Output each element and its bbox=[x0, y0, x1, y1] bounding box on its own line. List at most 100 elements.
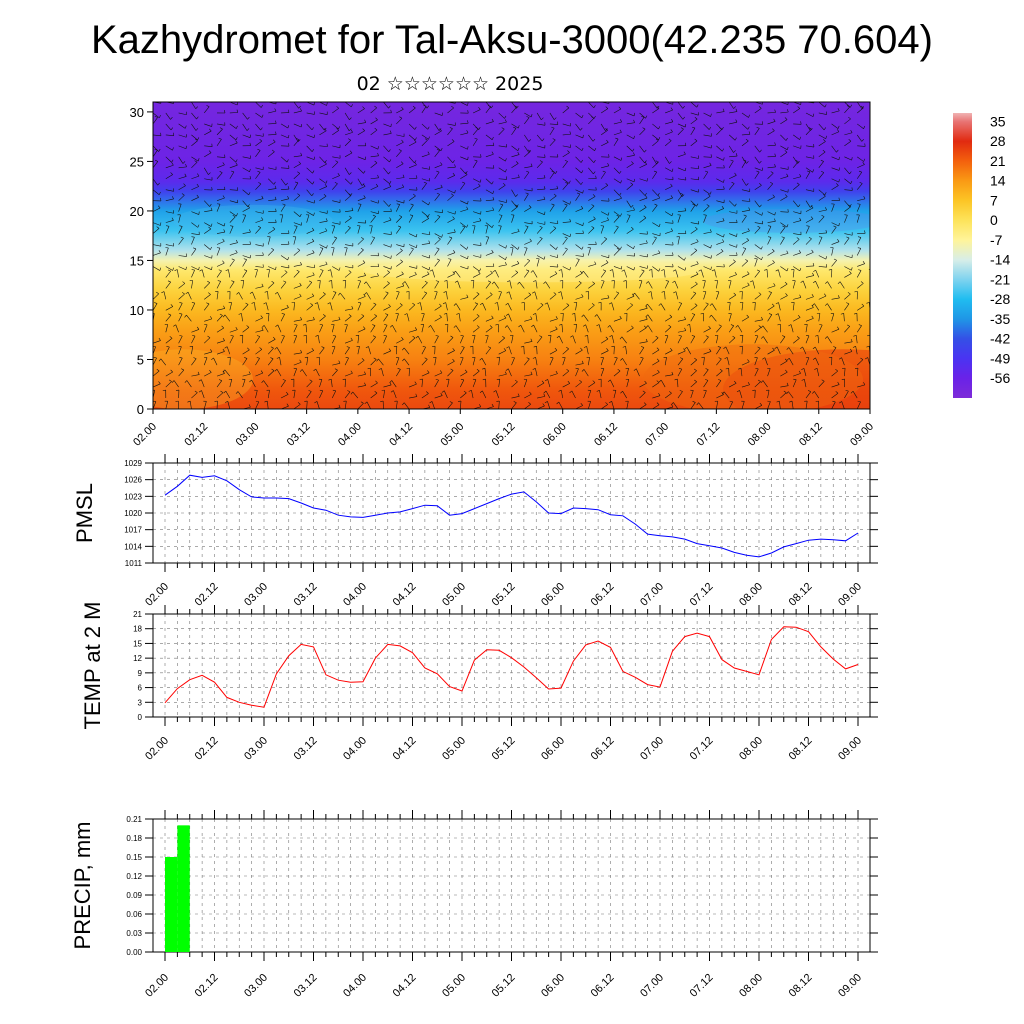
wind-barb-flag bbox=[696, 402, 699, 406]
wind-barb bbox=[344, 112, 350, 120]
wind-barb bbox=[153, 161, 159, 168]
wind-barb bbox=[665, 230, 673, 234]
wind-barb-flag bbox=[438, 128, 442, 131]
wind-barb bbox=[729, 155, 738, 158]
wind-barb-flag bbox=[516, 204, 519, 208]
wind-barb-flag bbox=[364, 401, 368, 405]
wind-barb bbox=[229, 156, 237, 163]
wind-barb-flag bbox=[466, 224, 469, 228]
wind-barb-flag bbox=[646, 98, 647, 101]
wind-barb bbox=[703, 280, 706, 289]
wind-barb-flag bbox=[580, 181, 583, 185]
wind-barb-flag bbox=[553, 95, 555, 97]
wind-barb-flag bbox=[734, 203, 737, 207]
wind-barb-flag bbox=[210, 223, 213, 227]
wind-barb-flag bbox=[722, 148, 725, 152]
wind-barb-flag bbox=[351, 104, 353, 108]
x-tick-label: 04.12 bbox=[391, 972, 419, 1000]
x-tick-label: 02.12 bbox=[193, 735, 221, 763]
wind-barb bbox=[165, 314, 172, 322]
wind-barb bbox=[741, 302, 744, 311]
wind-barb-flag bbox=[506, 346, 510, 349]
wind-barb bbox=[315, 368, 320, 377]
wind-barb bbox=[652, 108, 660, 114]
wind-barb-flag bbox=[222, 370, 225, 374]
wind-barb bbox=[728, 102, 734, 109]
wind-barb-flag bbox=[479, 268, 481, 272]
wind-barb-flag bbox=[555, 316, 558, 320]
wind-barb-flag bbox=[465, 171, 468, 174]
wind-barb bbox=[639, 308, 648, 311]
wind-barb bbox=[626, 145, 633, 152]
wind-barb bbox=[575, 193, 581, 201]
wind-barb bbox=[600, 270, 607, 278]
wind-barb bbox=[178, 145, 187, 150]
wind-barb-flag bbox=[518, 125, 520, 129]
wind-barb bbox=[677, 335, 682, 344]
wind-barb bbox=[203, 200, 210, 207]
wind-barb bbox=[754, 368, 759, 377]
wind-barb bbox=[690, 273, 699, 278]
wind-barb bbox=[280, 204, 286, 212]
wind-barb bbox=[344, 102, 352, 108]
wind-barb bbox=[344, 132, 353, 136]
wind-barb-flag bbox=[694, 248, 698, 251]
wind-barb bbox=[767, 368, 771, 377]
wind-barb-flag bbox=[338, 360, 341, 364]
wind-barb bbox=[793, 233, 802, 236]
wind-barb-flag bbox=[837, 125, 840, 129]
wind-barb-flag bbox=[297, 402, 301, 405]
wind-barb bbox=[481, 358, 487, 366]
wind-barb-flag bbox=[711, 269, 715, 272]
wind-barb-flag bbox=[350, 370, 353, 374]
wind-barb-flag bbox=[517, 393, 520, 397]
wind-barb bbox=[793, 373, 801, 377]
wind-barb-flag bbox=[531, 324, 534, 328]
wind-barb bbox=[165, 401, 169, 409]
wind-barb bbox=[370, 225, 373, 234]
wind-barb-flag bbox=[734, 137, 737, 141]
wind-barb-flag bbox=[800, 121, 802, 125]
wind-barb bbox=[588, 283, 595, 289]
wind-barb-flag bbox=[191, 302, 195, 304]
wind-barb bbox=[434, 291, 438, 300]
wind-barb bbox=[447, 402, 453, 409]
x-tick-label: 04.12 bbox=[387, 421, 415, 449]
wind-barb bbox=[279, 357, 282, 366]
wind-barb bbox=[434, 336, 439, 344]
wind-barb bbox=[485, 209, 494, 212]
wind-barb-flag bbox=[452, 172, 455, 176]
wind-barb-flag bbox=[501, 127, 505, 130]
wind-barb bbox=[844, 341, 853, 344]
wind-barb bbox=[268, 347, 274, 355]
wind-barb-flag bbox=[528, 205, 532, 208]
wind-barb-flag bbox=[570, 335, 574, 338]
wind-barb bbox=[395, 346, 398, 355]
colorbar-label: -7 bbox=[990, 232, 1003, 248]
wind-barb bbox=[421, 266, 430, 271]
wind-barb bbox=[178, 176, 187, 180]
wind-barb bbox=[421, 178, 430, 182]
wind-barb-flag bbox=[184, 97, 186, 99]
wind-barb bbox=[165, 226, 170, 234]
wind-barb bbox=[498, 128, 505, 136]
wind-barb bbox=[460, 209, 469, 212]
wind-barb bbox=[370, 177, 379, 180]
wind-barb bbox=[690, 283, 698, 289]
wind-barb bbox=[537, 222, 545, 225]
wind-barb bbox=[537, 396, 545, 399]
wind-barb-flag bbox=[399, 116, 403, 119]
wind-barb-flag bbox=[258, 225, 261, 228]
wind-barb bbox=[818, 172, 825, 179]
wind-barb-flag bbox=[772, 128, 775, 131]
wind-barb bbox=[831, 145, 837, 153]
wind-barb-flag bbox=[874, 293, 876, 295]
wind-barb bbox=[332, 108, 339, 114]
wind-barb-flag bbox=[521, 302, 525, 304]
wind-barb-flag bbox=[275, 120, 277, 124]
wind-barb-flag bbox=[858, 269, 862, 271]
wind-barb bbox=[844, 303, 850, 311]
wind-barb bbox=[472, 273, 481, 278]
wind-barb bbox=[536, 134, 543, 142]
wind-barb-flag bbox=[236, 213, 238, 217]
